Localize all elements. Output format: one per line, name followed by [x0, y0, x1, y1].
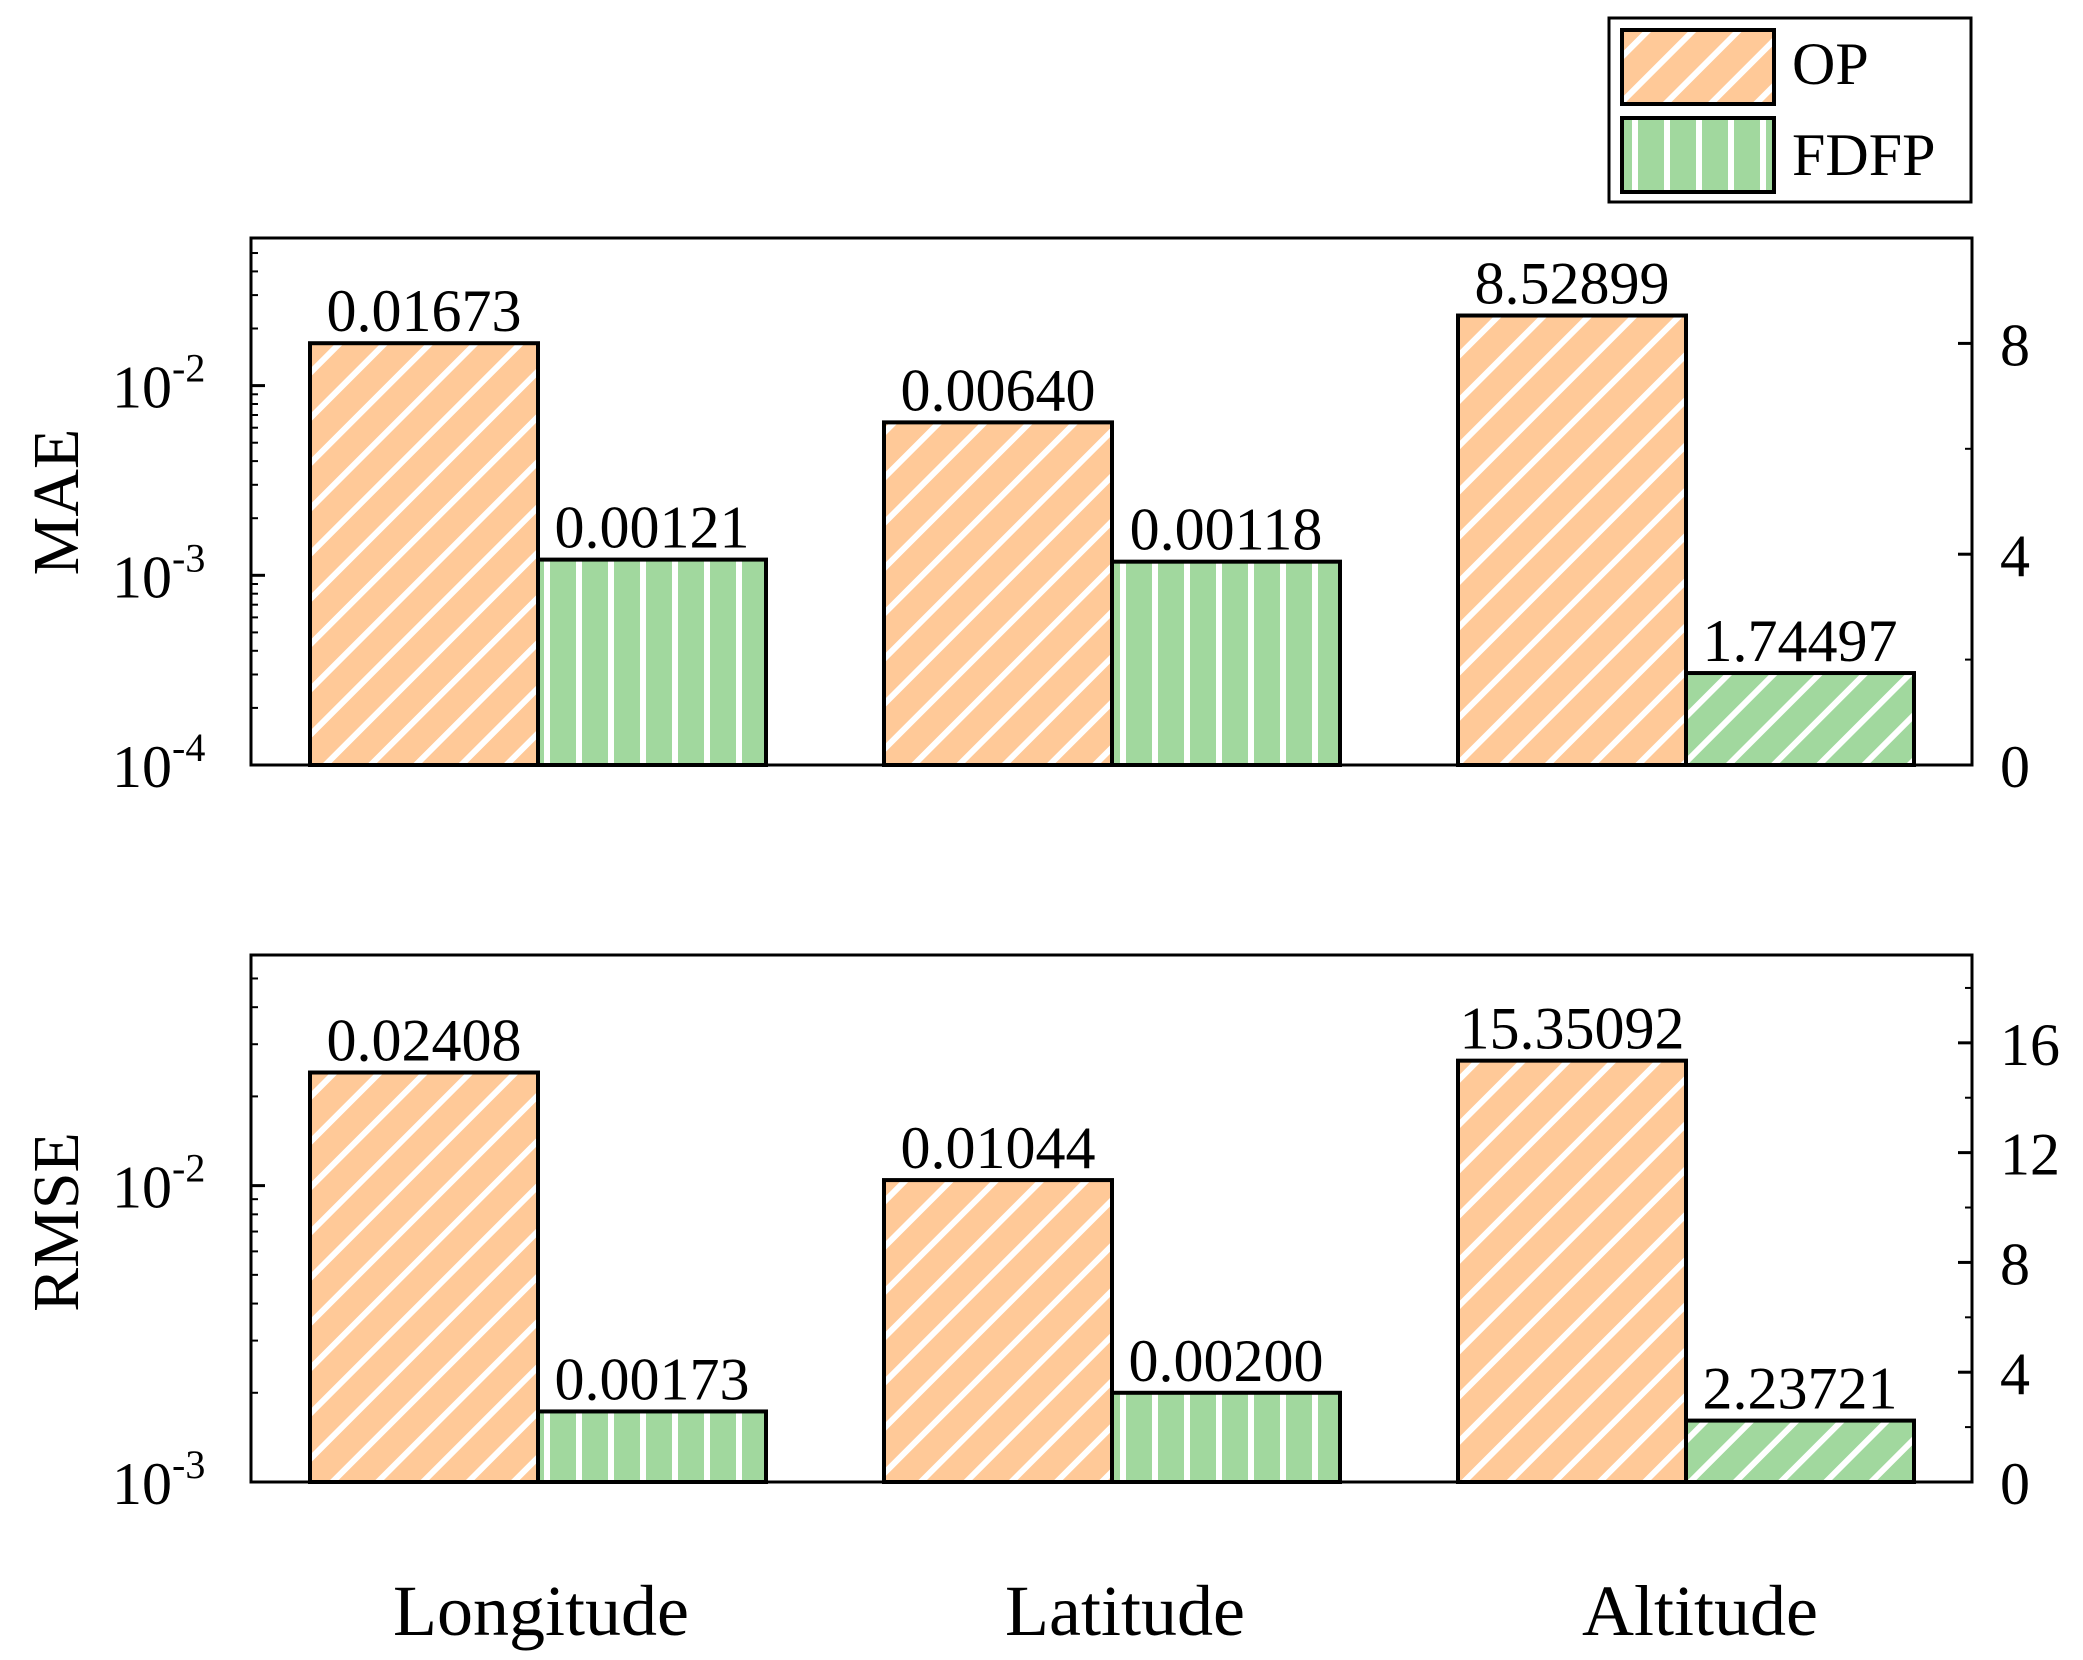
rmse-right-tick-label: 12 — [2000, 1122, 2060, 1188]
rmse-right-axis: 0 4 8 12 16 — [1958, 986, 2060, 1517]
mae-panel: MAE 10-4 10-3 10-2 0 4 8 0.01673 0.00121 0.006… — [20, 236, 2030, 800]
rmse-value-label: 0.00173 — [555, 1346, 750, 1412]
rmse-bar-op-latitude — [882, 1178, 1114, 1484]
mae-left-tick-label: 10-2 — [112, 346, 205, 421]
mae-bar-fdfp-latitude — [1110, 559, 1342, 767]
mae-left-axis: 10-4 10-3 10-2 — [112, 237, 265, 800]
mae-value-label: 0.00118 — [1130, 497, 1323, 563]
rmse-bar-op-longitude — [308, 1070, 540, 1484]
rmse-bar-fdfp-altitude — [1684, 1418, 1916, 1485]
rmse-bar-op-altitude — [1456, 1058, 1688, 1484]
rmse-left-axis: 10-3 10-2 — [112, 954, 265, 1517]
legend-label-op: OP — [1792, 31, 1869, 97]
x-axis-categories: Longitude Latitude Altitude — [393, 1571, 1818, 1651]
rmse-bar-fdfp-latitude — [1110, 1390, 1342, 1484]
mae-bar-op-latitude — [882, 420, 1114, 767]
rmse-bar-fdfp-longitude — [536, 1409, 768, 1484]
rmse-value-label: 0.00200 — [1129, 1328, 1324, 1394]
rmse-right-tick-label: 0 — [2000, 1451, 2030, 1517]
rmse-bars: 0.02408 0.00173 0.01044 0.00200 15.35092 2.23… — [308, 996, 1916, 1485]
legend-swatch-fdfp — [1620, 116, 1776, 194]
rmse-value-label: 0.01044 — [901, 1115, 1096, 1181]
rmse-right-tick-label: 4 — [2000, 1341, 2030, 1407]
mae-bar-fdfp-altitude — [1684, 671, 1916, 768]
mae-value-label: 0.01673 — [327, 278, 522, 344]
rmse-ylabel: RMSE — [20, 1132, 93, 1312]
mae-value-label: 0.00121 — [555, 495, 750, 561]
mae-value-label: 8.52899 — [1475, 251, 1670, 317]
legend: OP FDFP — [1607, 16, 1973, 204]
mae-left-tick-label: 10-3 — [112, 535, 205, 610]
mae-bar-fdfp-longitude — [536, 557, 768, 767]
mae-value-label: 0.00640 — [901, 357, 1096, 423]
legend-label-fdfp: FDFP — [1792, 122, 1935, 188]
mae-right-tick-label: 8 — [2000, 312, 2030, 378]
category-label-longitude: Longitude — [393, 1571, 689, 1651]
mae-bars: 0.01673 0.00121 0.00640 0.00118 8.52899 1.744… — [308, 251, 1916, 768]
mae-bar-op-altitude — [1456, 313, 1688, 767]
rmse-value-label: 2.23721 — [1703, 1356, 1898, 1422]
category-label-latitude: Latitude — [1005, 1571, 1245, 1651]
mae-ylabel: MAE — [20, 429, 93, 576]
mae-right-axis: 0 4 8 — [1958, 237, 2030, 800]
category-label-altitude: Altitude — [1582, 1571, 1818, 1651]
rmse-left-tick-label: 10-3 — [112, 1442, 205, 1517]
mae-bar-op-longitude — [308, 341, 540, 767]
mae-right-tick-label: 4 — [2000, 523, 2030, 589]
mae-right-tick-label: 0 — [2000, 734, 2030, 800]
mae-value-label: 1.74497 — [1703, 608, 1898, 674]
rmse-panel: RMSE 10-3 10-2 0 4 8 12 16 0.02408 0.00173 0.01… — [20, 953, 2060, 1517]
rmse-right-tick-label: 16 — [2000, 1012, 2060, 1078]
mae-left-tick-label: 10-4 — [112, 725, 205, 800]
rmse-left-tick-label: 10-2 — [112, 1146, 205, 1221]
rmse-right-tick-label: 8 — [2000, 1231, 2030, 1297]
legend-swatch-op — [1620, 28, 1776, 106]
rmse-value-label: 0.02408 — [327, 1008, 522, 1074]
rmse-value-label: 15.35092 — [1460, 996, 1685, 1062]
